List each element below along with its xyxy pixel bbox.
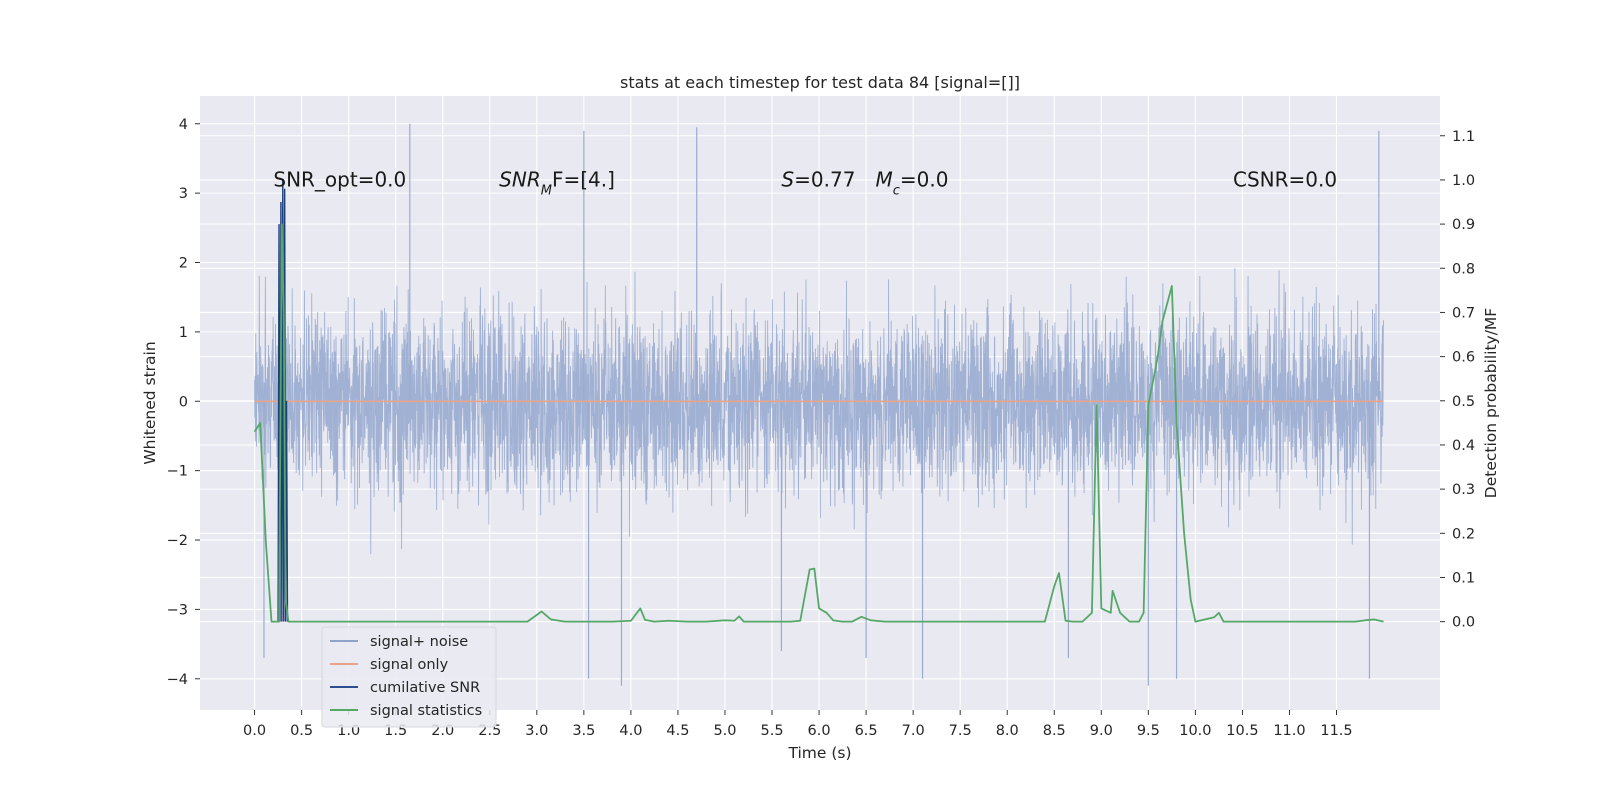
signal-statistics-line [253, 223, 1384, 623]
y-right-tick-label: 0.2 [1452, 526, 1475, 542]
y-tick-label: −2 [167, 533, 188, 549]
y-tick-label: 3 [179, 186, 188, 202]
y-tick-label: −1 [167, 464, 188, 480]
x-tick-label: 7.5 [949, 723, 972, 739]
x-tick-label: 4.5 [666, 723, 689, 739]
annotation-part: c [893, 183, 900, 198]
y-right-tick-label: 1.0 [1452, 173, 1475, 189]
annotation-part: M [876, 167, 893, 191]
y-right-tick-label: 0.3 [1452, 482, 1475, 498]
y-right-tick-label: 0.0 [1452, 615, 1475, 631]
x-tick-label: 6.0 [808, 723, 831, 739]
y-tick-label: 1 [179, 325, 188, 341]
y-right-tick-label: 0.5 [1452, 394, 1475, 410]
x-tick-label: 11.5 [1320, 723, 1352, 739]
y-right-tick-label: 0.6 [1452, 350, 1475, 366]
x-tick-label: 4.0 [619, 723, 642, 739]
y-right-tick-label: 0.1 [1452, 570, 1475, 586]
x-tick-label: 6.5 [855, 723, 878, 739]
y-right-axis-ticks: 0.0 0.1 0.2 0.3 0.4 0.5 0.6 0.7 0.8 0.9 1.0 1.1 [1440, 129, 1475, 631]
x-tick-label: 0.5 [290, 723, 313, 739]
x-tick-label: 5.5 [760, 723, 783, 739]
x-tick-label: 10.0 [1179, 723, 1211, 739]
annotation-part: =0.0 [900, 167, 949, 191]
noise-trace [254, 267, 1384, 555]
y-tick-label: −4 [167, 672, 188, 688]
legend: signal+ noise signal only cumilative SNR si… [321, 626, 497, 728]
y-axis-ticks: −4 −3 −2 −1 0 1 2 3 4 [167, 117, 200, 688]
y-tick-label: 2 [179, 256, 188, 272]
y-tick-label: −3 [167, 602, 188, 618]
annotation-4: CSNR=0.0 [1233, 167, 1337, 191]
annotation-part: S [781, 167, 794, 191]
x-tick-label: 10.5 [1226, 723, 1258, 739]
y-right-tick-label: 0.4 [1452, 438, 1475, 454]
y-right-tick-label: 0.8 [1452, 261, 1475, 277]
annotation-part: F=[4.] [552, 167, 615, 191]
annotation-3: Mc=0.0 [876, 167, 949, 198]
x-axis-label: Time (s) [787, 744, 851, 762]
annotation-part: SNR [499, 167, 541, 191]
y-tick-label: 4 [179, 117, 188, 133]
legend-label: signal+ noise [370, 634, 468, 650]
x-tick-label: 3.5 [572, 723, 595, 739]
x-tick-label: 0.0 [243, 723, 266, 739]
x-tick-label: 5.0 [713, 723, 736, 739]
x-tick-label: 8.5 [1043, 723, 1066, 739]
annotation-1: SNRMF=[4.] [499, 167, 615, 198]
annotation-2: S=0.77 [781, 167, 855, 191]
chart-title: stats at each timestep for test data 84 … [620, 73, 1020, 92]
x-tick-label: 9.0 [1090, 723, 1113, 739]
legend-label: cumilative SNR [370, 680, 480, 696]
x-tick-label: 8.0 [996, 723, 1019, 739]
x-tick-label: 3.0 [525, 723, 548, 739]
annotation-part: =0.77 [794, 167, 855, 191]
x-axis-ticks: 0.0 0.5 1.0 1.5 2.0 2.5 3.0 3.5 4.0 4.5 5.0 5.5 6.0 6… [243, 710, 1353, 739]
annotations: SNR_opt=0.0 SNRMF=[4.] S=0.77 Mc=0.0 CSNR=0.… [273, 167, 1337, 198]
annotation-0: SNR_opt=0.0 [273, 167, 406, 191]
y-right-tick-label: 0.9 [1452, 217, 1475, 233]
y-axis-label: Whitened strain [141, 341, 159, 464]
y-right-tick-label: 0.7 [1452, 305, 1475, 321]
y-right-tick-label: 1.1 [1452, 129, 1475, 145]
y-right-axis-label: Detection probability/MF [1482, 308, 1500, 499]
legend-label: signal statistics [370, 703, 482, 719]
x-tick-label: 9.5 [1137, 723, 1160, 739]
x-tick-label: 7.0 [902, 723, 925, 739]
y-tick-label: 0 [179, 394, 188, 410]
legend-label: signal only [370, 657, 449, 673]
series-lines [253, 179, 1384, 623]
x-tick-label: 11.0 [1273, 723, 1305, 739]
annotation-part: M [541, 183, 552, 198]
legend-box [321, 626, 497, 728]
